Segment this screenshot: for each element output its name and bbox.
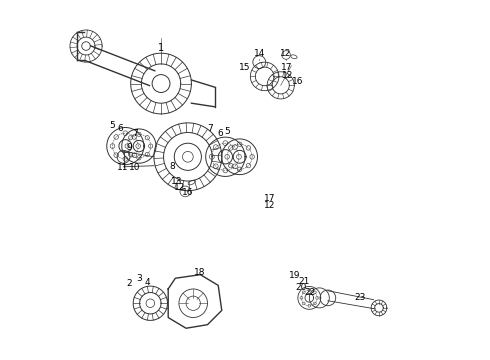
Text: 2: 2 — [126, 279, 132, 288]
Text: 17: 17 — [281, 63, 293, 72]
Text: 1: 1 — [158, 44, 164, 53]
Text: 10: 10 — [129, 163, 141, 172]
Text: 6: 6 — [218, 129, 223, 138]
Text: 16: 16 — [182, 188, 194, 197]
Text: 12: 12 — [280, 49, 292, 58]
Text: 7: 7 — [207, 124, 213, 133]
Text: 23: 23 — [354, 293, 366, 302]
Text: 7: 7 — [132, 129, 138, 138]
Text: 12: 12 — [173, 183, 185, 192]
Text: 6: 6 — [118, 124, 123, 133]
Text: 19: 19 — [289, 271, 301, 280]
Text: 20: 20 — [295, 283, 307, 292]
Text: 16: 16 — [292, 77, 304, 86]
Text: 21: 21 — [298, 276, 310, 285]
Text: 17: 17 — [264, 194, 276, 203]
Text: 22: 22 — [304, 288, 316, 297]
Text: 12: 12 — [264, 201, 276, 210]
Text: 14: 14 — [254, 49, 265, 58]
Text: 12: 12 — [281, 71, 293, 80]
Text: 4: 4 — [145, 278, 150, 287]
Text: 13: 13 — [172, 177, 183, 186]
Text: 9: 9 — [126, 143, 132, 152]
Text: 18: 18 — [194, 268, 205, 277]
Text: 5: 5 — [109, 121, 115, 130]
Text: 3: 3 — [136, 274, 142, 283]
Text: 5: 5 — [224, 127, 230, 136]
Text: 8: 8 — [170, 162, 175, 171]
Text: 15: 15 — [239, 63, 250, 72]
Text: 11: 11 — [117, 163, 128, 172]
